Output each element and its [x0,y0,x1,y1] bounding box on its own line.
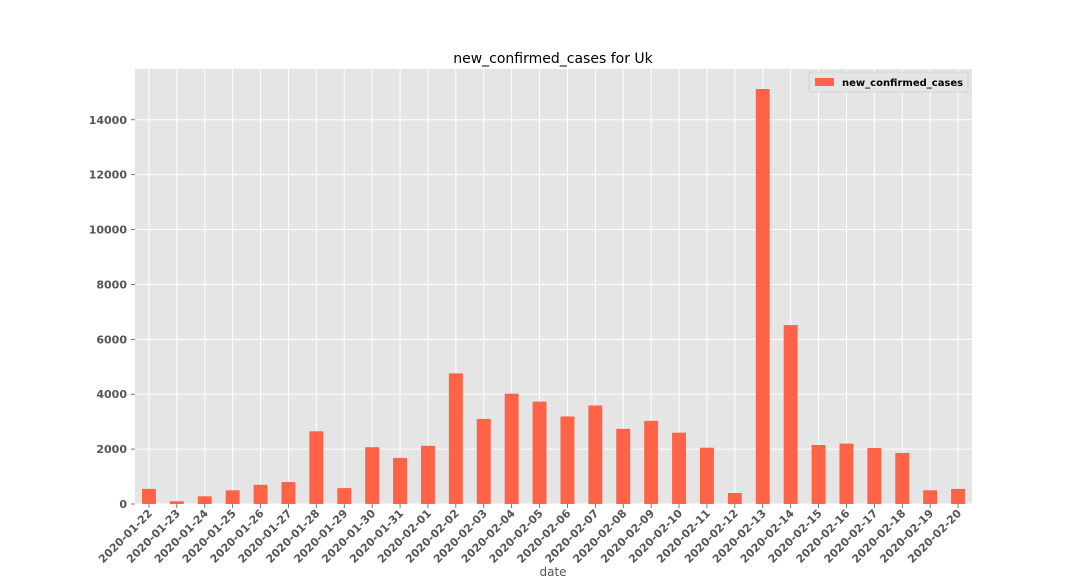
y-tick-label: 12000 [89,169,128,182]
legend-swatch [815,78,834,86]
bar-2020-02-13 [755,89,770,504]
bar-2020-02-14 [783,325,798,504]
bar-2020-01-30 [365,447,380,504]
bar-2020-02-19 [923,490,938,504]
bar-2020-02-05 [532,401,547,504]
bar-2020-01-24 [197,496,212,504]
chart-title: new_confirmed_cases for Uk [453,51,653,67]
bar-2020-02-15 [811,444,826,504]
bar-2020-01-23 [169,501,184,504]
bar-2020-02-11 [699,447,714,504]
legend-label: new_confirmed_cases [842,78,963,89]
bars [141,89,966,504]
y-tick-label: 8000 [96,278,127,291]
y-tick-label: 10000 [89,224,128,237]
bar-2020-01-28 [309,431,324,504]
bar-2020-01-27 [281,482,296,504]
bar-2020-02-08 [616,428,631,504]
bar-2020-02-04 [504,393,519,504]
bar-2020-02-10 [672,432,687,504]
bar-2020-02-18 [895,452,910,504]
bar-2020-01-25 [225,490,240,504]
y-tick-label: 2000 [96,443,127,456]
y-tick-label: 4000 [96,388,127,401]
plot-background [135,69,972,504]
bar-2020-02-06 [560,416,575,504]
y-tick-label: 6000 [96,333,127,346]
bar-2020-02-12 [727,493,742,504]
bar-2020-02-16 [839,443,854,504]
y-tick-label: 0 [119,498,127,511]
x-axis-label: date [539,565,566,576]
bar-2020-02-03 [476,418,491,504]
legend-box [808,71,969,93]
bar-2020-01-26 [253,484,268,504]
bar-2020-02-20 [951,488,966,504]
y-tick-label: 14000 [89,114,128,127]
bar-2020-01-29 [337,488,352,504]
bar-2020-01-22 [141,488,156,504]
x-axis-ticks: 2020-01-222020-01-232020-01-242020-01-25… [96,504,964,566]
y-axis-ticks: 0 2000 4000 6000 8000 10000 12000 14000 [89,114,135,511]
bar-2020-02-09 [644,420,659,504]
bar-2020-02-07 [588,405,603,504]
bar-2020-01-31 [393,457,408,504]
bar-2020-02-01 [420,445,435,504]
bar-2020-02-17 [867,448,882,504]
bar-2020-02-02 [448,373,463,504]
legend: new_confirmed_cases [808,71,969,93]
